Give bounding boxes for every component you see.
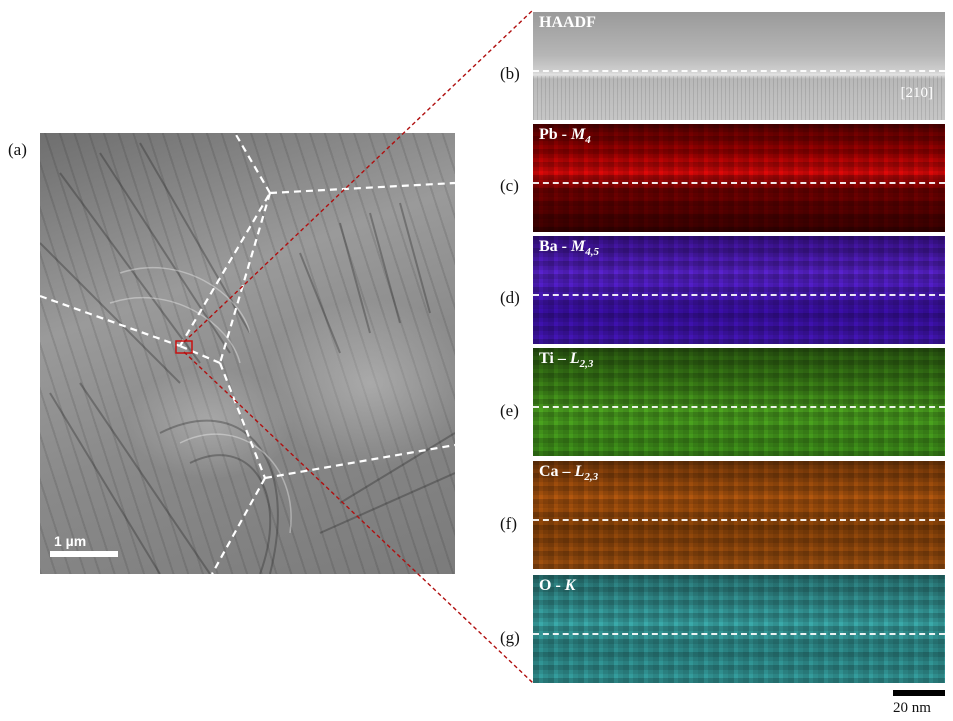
zone-axis-label: [210]: [900, 85, 934, 101]
ca-pixel-noise: [533, 461, 945, 569]
o-map-panel: O - K: [533, 575, 945, 683]
region-of-interest-box: [175, 340, 193, 354]
tem-scale-bar-label: 1 µm: [54, 533, 87, 549]
boundary-dashes: [40, 133, 455, 574]
haadf-panel: HAADF [210]: [533, 12, 945, 120]
interface-dashed-line: [533, 519, 945, 521]
ca-map-title: Ca – L2,3: [539, 463, 599, 484]
label-e: (e): [500, 401, 519, 420]
map-scale-bar-label: 20 nm: [893, 700, 931, 716]
ba-map-panel: Ba - M4,5: [533, 236, 945, 344]
ba-map-title: Ba - M4,5: [539, 238, 599, 259]
haadf-title: HAADF: [539, 14, 596, 31]
tem-grain-boundaries: [40, 133, 455, 574]
pb-map-title: Pb - M4: [539, 126, 591, 147]
label-d: (d): [500, 288, 520, 307]
ca-map-panel: Ca – L2,3: [533, 461, 945, 569]
label-f: (f): [500, 514, 517, 533]
tem-scale-bar: [50, 551, 118, 557]
label-b: (b): [500, 64, 520, 83]
pb-map-panel: Pb - M4: [533, 124, 945, 232]
label-c: (c): [500, 176, 519, 195]
label-a: (a): [8, 140, 27, 159]
ti-map-panel: Ti – L2,3: [533, 348, 945, 456]
interface-dashed-line: [533, 182, 945, 184]
connector-top: [183, 9, 534, 343]
interface-dashed-line: [533, 70, 945, 72]
ti-pixel-noise: [533, 348, 945, 456]
interface-dashed-line: [533, 406, 945, 408]
interface-dashed-line: [533, 294, 945, 296]
ti-map-title: Ti – L2,3: [539, 350, 594, 371]
o-map-title: O - K: [539, 577, 576, 594]
label-g: (g): [500, 628, 520, 647]
o-pixel-noise: [533, 575, 945, 683]
haadf-lattice-fringes: [533, 76, 945, 120]
tem-micrograph: 1 µm: [40, 133, 455, 574]
ba-pixel-noise: [533, 236, 945, 344]
pb-pixel-noise: [533, 124, 945, 232]
interface-dashed-line: [533, 633, 945, 635]
connector-bottom: [183, 351, 534, 684]
map-scale-bar: [893, 690, 945, 696]
